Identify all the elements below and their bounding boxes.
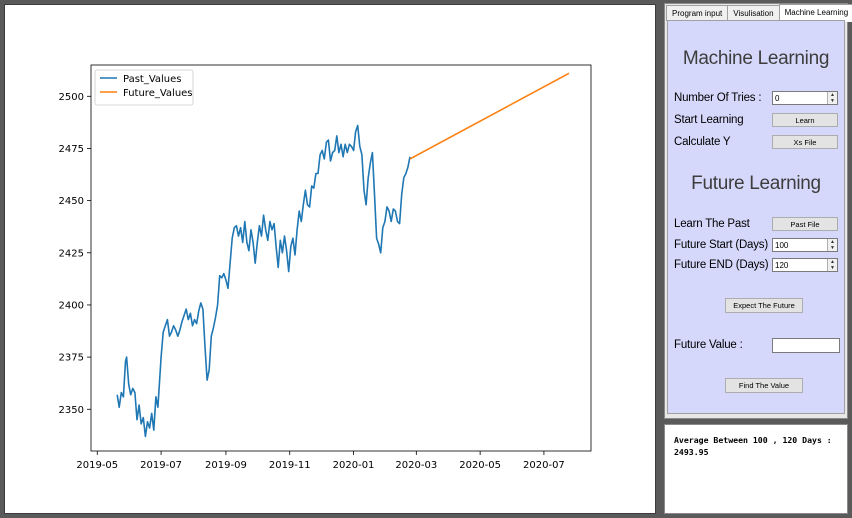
- tries-spin-arrows[interactable]: ▲ ▼: [827, 92, 837, 104]
- y-tick-label: 2475: [59, 144, 84, 155]
- future-learning-heading: Future Learning: [691, 173, 821, 194]
- y-tick-label: 2425: [59, 248, 84, 259]
- y-tick-label: 2375: [59, 353, 84, 364]
- future-value-field[interactable]: [772, 338, 840, 354]
- tries-input[interactable]: [773, 92, 823, 104]
- plot-panel: 2019-05 2019-07 2019-09 2019-11 2020-01 2020-…: [4, 4, 656, 514]
- past-file-button[interactable]: Past File: [772, 217, 838, 231]
- spin-down-icon[interactable]: ▼: [830, 98, 835, 104]
- xs-file-button[interactable]: Xs File: [772, 135, 838, 149]
- x-tick-label: 2019-05: [76, 460, 118, 471]
- learn-button[interactable]: Learn: [772, 113, 838, 127]
- future-end-label: Future END (Days) :: [674, 259, 775, 271]
- result-line-1: Average Between 100 , 120 Days :: [674, 435, 832, 445]
- tab-visulisation[interactable]: Visulisation: [727, 5, 780, 21]
- x-tick-label: 2020-07: [523, 460, 565, 471]
- x-tick-label: 2020-01: [333, 460, 375, 471]
- legend-box: [94, 69, 194, 106]
- machine-learning-page: Machine Learning Number Of Tries : ▲▼ St…: [667, 20, 845, 414]
- future-start-label: Future Start (Days) :: [674, 239, 774, 251]
- expect-future-button[interactable]: Expect The Future: [725, 298, 803, 313]
- y-tick-label: 2350: [59, 405, 84, 416]
- tries-spinbox[interactable]: ▲▼: [772, 91, 838, 105]
- result-panel: Average Between 100 , 120 Days : 2493.95: [664, 424, 848, 514]
- tries-label: Number Of Tries :: [674, 92, 762, 104]
- future-value-label: Future Value :: [674, 339, 743, 351]
- legend-label: Past_Values: [123, 74, 182, 85]
- x-tick-label: 2019-09: [205, 460, 247, 471]
- future-start-input[interactable]: [773, 239, 823, 251]
- x-tick-label: 2019-11: [269, 460, 311, 471]
- control-panel: Program input Visulisation Machine Learn…: [664, 3, 852, 419]
- spin-down-icon[interactable]: ▼: [830, 265, 835, 271]
- learn-past-label: Learn The Past: [674, 218, 750, 230]
- find-value-button[interactable]: Find The Value: [725, 378, 803, 393]
- series-line-past-values: [116, 124, 411, 438]
- result-line-2: 2493.95: [674, 447, 709, 457]
- future-end-input[interactable]: [773, 259, 823, 271]
- y-tick-label: 2450: [59, 196, 84, 207]
- y-tick-label: 2500: [59, 92, 84, 103]
- start-learning-label: Start Learning: [674, 114, 744, 126]
- y-tick-label: 2400: [59, 300, 84, 311]
- legend-label: Future_Values: [123, 88, 193, 99]
- plot-area: [90, 64, 592, 452]
- tab-bar: Program input Visulisation Machine Learn…: [666, 4, 852, 22]
- future-value-input[interactable]: [773, 341, 839, 354]
- calculate-y-label: Calculate Y: [674, 136, 731, 148]
- legend: Past_Values Future_Values: [94, 69, 194, 106]
- x-tick-label: 2020-03: [395, 460, 437, 471]
- result-text: Average Between 100 , 120 Days : 2493.95: [674, 434, 834, 458]
- future-end-spinbox[interactable]: ▲▼: [772, 258, 838, 272]
- spin-up-icon[interactable]: ▲: [830, 259, 835, 265]
- spin-down-icon[interactable]: ▼: [830, 245, 835, 251]
- machine-learning-heading: Machine Learning: [682, 48, 830, 69]
- spin-up-icon[interactable]: ▲: [830, 92, 835, 98]
- line-chart: 2019-05 2019-07 2019-09 2019-11 2020-01 2020-…: [59, 64, 592, 471]
- future-end-spin-arrows[interactable]: ▲ ▼: [827, 259, 837, 271]
- tab-program-input[interactable]: Program input: [666, 5, 729, 21]
- x-tick-label: 2020-05: [459, 460, 501, 471]
- spin-up-icon[interactable]: ▲: [830, 239, 835, 245]
- future-start-spinbox[interactable]: ▲▼: [772, 238, 838, 252]
- tab-machine-learning[interactable]: Machine Learning: [778, 4, 852, 22]
- future-start-spin-arrows[interactable]: ▲ ▼: [827, 239, 837, 251]
- series-line-future-values: [409, 72, 570, 160]
- x-tick-label: 2019-07: [140, 460, 182, 471]
